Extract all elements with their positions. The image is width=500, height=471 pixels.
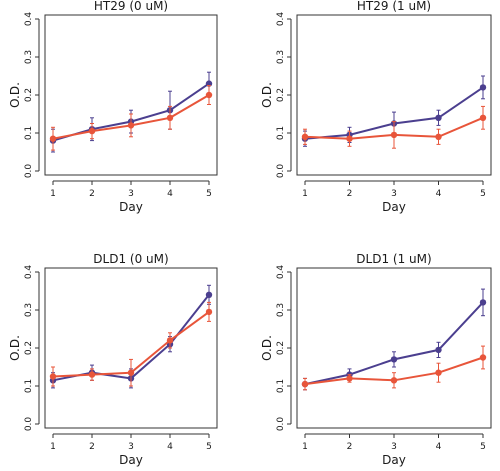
- series-2: [49, 85, 213, 151]
- x-tick-label: 5: [206, 442, 212, 452]
- x-tick-label: 1: [302, 442, 308, 452]
- chart-panel: DLD1 (0 uM) 1 2 3 4 5 Day 0.0 0.1 0.2 0.3 0.4 O.D.: [8, 252, 218, 467]
- y-tick-label: 0.3: [276, 50, 286, 64]
- data-point: [205, 91, 213, 99]
- data-point: [127, 122, 135, 129]
- x-axis-label: Day: [382, 200, 406, 214]
- y-axis-label: O.D.: [8, 335, 22, 361]
- plot-frame: [296, 14, 492, 176]
- y-axis-label: O.D.: [8, 82, 22, 108]
- y-tick-label: 0.3: [276, 303, 286, 317]
- data-point: [205, 308, 213, 316]
- x-axis-label: Day: [382, 453, 406, 467]
- data-point: [301, 133, 309, 140]
- x-tick-label: 3: [128, 189, 134, 199]
- series-2: [49, 301, 213, 387]
- y-tick-label: 0.2: [24, 88, 34, 102]
- x-tick-label: 5: [480, 442, 486, 452]
- data-point: [301, 380, 309, 388]
- chart-title: HT29 (0 uM): [94, 0, 168, 13]
- y-tick-label: 0.0: [276, 417, 286, 432]
- x-tick-label: 2: [89, 442, 95, 452]
- y-tick-label: 0.4: [276, 12, 286, 27]
- chart-panel: HT29 (1 uM) 1 2 3 4 5 Day 0.0 0.1 0.2 0.3 0.4 O.D.: [260, 0, 492, 214]
- x-axis-label: Day: [119, 200, 143, 214]
- x-tick-label: 2: [347, 442, 353, 452]
- series-1: [49, 71, 213, 153]
- plot-frame: [44, 267, 218, 429]
- data-point: [346, 375, 353, 382]
- x-tick-label: 4: [436, 189, 442, 199]
- x-tick-label: 3: [128, 442, 134, 452]
- x-tick-label: 5: [480, 189, 486, 199]
- data-point: [479, 114, 487, 122]
- chart-panel: DLD1 (1 uM) 1 2 3 4 5 Day 0.0 0.1 0.2 0.3 0.4 O.D.: [260, 252, 492, 467]
- data-point: [49, 135, 57, 142]
- x-axis-label: Day: [119, 453, 143, 467]
- data-point: [479, 299, 487, 306]
- y-tick-label: 0.1: [276, 379, 286, 393]
- series-2: [301, 345, 487, 391]
- data-point: [435, 114, 442, 122]
- y-tick-label: 0.1: [24, 126, 34, 140]
- y-tick-label: 0.0: [24, 164, 34, 179]
- chart-title: HT29 (1 uM): [357, 0, 431, 13]
- y-axis-label: O.D.: [260, 82, 274, 108]
- y-tick-label: 0.3: [24, 50, 34, 64]
- data-point: [346, 135, 353, 142]
- data-point: [390, 377, 398, 384]
- data-point: [479, 84, 487, 91]
- data-point: [166, 114, 174, 122]
- data-point: [390, 356, 398, 363]
- y-tick-label: 0.2: [276, 88, 286, 102]
- x-tick-label: 4: [167, 189, 173, 199]
- y-tick-label: 0.4: [24, 12, 34, 27]
- x-tick-label: 1: [302, 189, 308, 199]
- y-tick-label: 0.0: [276, 164, 286, 179]
- x-tick-label: 4: [167, 442, 173, 452]
- y-tick-label: 0.2: [24, 341, 34, 355]
- y-tick-label: 0.1: [276, 126, 286, 140]
- x-tick-label: 2: [89, 189, 95, 199]
- y-tick-label: 0.2: [276, 341, 286, 355]
- data-point: [88, 127, 96, 135]
- x-tick-label: 1: [50, 189, 56, 199]
- x-tick-label: 4: [436, 442, 442, 452]
- data-point: [390, 131, 398, 139]
- data-point: [166, 337, 174, 344]
- y-tick-label: 0.3: [24, 303, 34, 317]
- data-point: [479, 354, 487, 361]
- data-point: [205, 291, 213, 298]
- chart-title: DLD1 (1 uM): [356, 252, 431, 266]
- plot-frame: [44, 14, 218, 176]
- data-point: [435, 133, 442, 140]
- x-tick-label: 3: [391, 442, 397, 452]
- chart-panel: HT29 (0 uM) 1 2 3 4 5 Day 0.0 0.1 0.2 0.3 0.4 O.D.: [8, 0, 218, 214]
- y-tick-label: 0.1: [24, 379, 34, 393]
- y-tick-label: 0.4: [276, 265, 286, 280]
- y-axis-label: O.D.: [260, 335, 274, 361]
- chart-title: DLD1 (0 uM): [93, 252, 168, 266]
- series-2: [301, 105, 487, 149]
- data-point: [127, 369, 135, 376]
- data-point: [88, 371, 96, 378]
- y-tick-label: 0.0: [24, 417, 34, 432]
- x-tick-label: 3: [391, 189, 397, 199]
- x-tick-label: 1: [50, 442, 56, 452]
- data-point: [49, 373, 57, 380]
- data-point: [435, 369, 442, 376]
- plot-frame: [296, 267, 492, 429]
- data-point: [435, 346, 442, 354]
- series-line: [304, 301, 484, 386]
- x-tick-label: 2: [347, 189, 353, 199]
- y-tick-label: 0.4: [24, 265, 34, 280]
- x-tick-label: 5: [206, 189, 212, 199]
